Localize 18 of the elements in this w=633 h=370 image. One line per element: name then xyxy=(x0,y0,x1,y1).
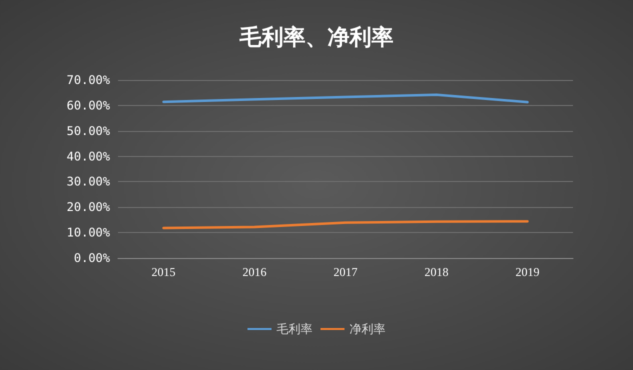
x-tick-label: 2017 xyxy=(334,265,358,279)
x-tick-label: 2019 xyxy=(516,265,540,279)
y-tick-label: 10.00% xyxy=(66,226,111,240)
x-tick-label: 2018 xyxy=(424,265,448,279)
line-series xyxy=(162,94,529,104)
legend-label: 净利率 xyxy=(350,322,386,336)
y-tick-label: 50.00% xyxy=(66,124,111,138)
x-tick-label: 2016 xyxy=(242,265,266,279)
y-tick-label: 70.00% xyxy=(66,73,111,87)
y-tick-label: 40.00% xyxy=(66,149,111,164)
x-tick-label: 2015 xyxy=(152,265,176,279)
y-tick-label: 60.00% xyxy=(66,98,111,112)
chart-title: 毛利率、净利率 xyxy=(238,24,394,50)
y-tick-label: 30.00% xyxy=(66,174,111,189)
y-tick-label: 0.00% xyxy=(74,251,111,265)
line-series xyxy=(162,220,529,230)
legend-label: 毛利率 xyxy=(276,322,312,336)
y-tick-label: 20.00% xyxy=(66,200,111,214)
